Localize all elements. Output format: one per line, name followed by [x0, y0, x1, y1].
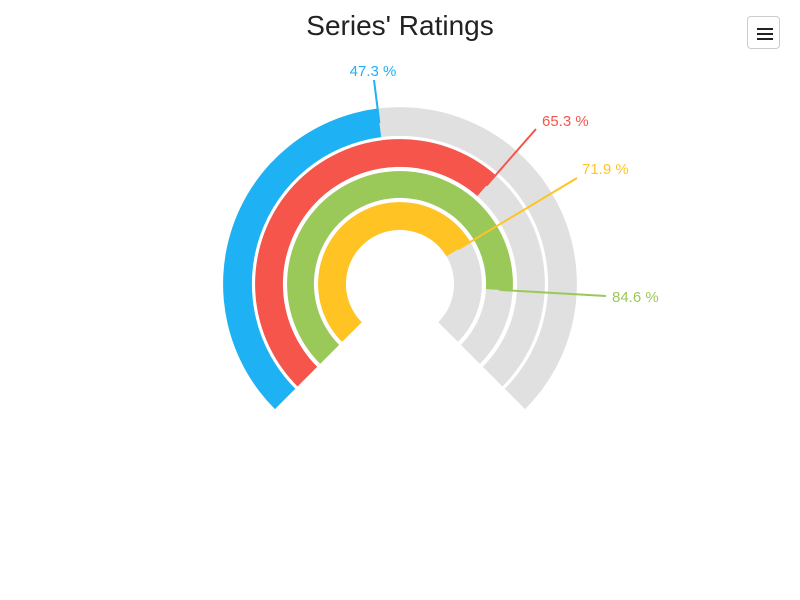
- value-label-1: 47.3 %: [350, 63, 397, 80]
- value-label-2: 65.3 %: [542, 113, 589, 130]
- chart-menu-button[interactable]: [747, 16, 780, 49]
- chart-title: Series' Ratings: [306, 10, 494, 41]
- ring-value-arc-3[interactable]: [287, 171, 513, 364]
- label-connector-3: [499, 288, 607, 297]
- label-connector-4: [457, 177, 578, 250]
- ring-value-arc-2[interactable]: [255, 139, 496, 387]
- label-connector-2: [485, 128, 537, 187]
- value-label-3: 84.6 %: [612, 289, 659, 306]
- value-label-4: 71.9 %: [582, 161, 629, 178]
- ring-value-arc-4[interactable]: [318, 202, 471, 342]
- label-connector-1: [373, 79, 381, 123]
- ring-value-arc-1[interactable]: [223, 108, 382, 410]
